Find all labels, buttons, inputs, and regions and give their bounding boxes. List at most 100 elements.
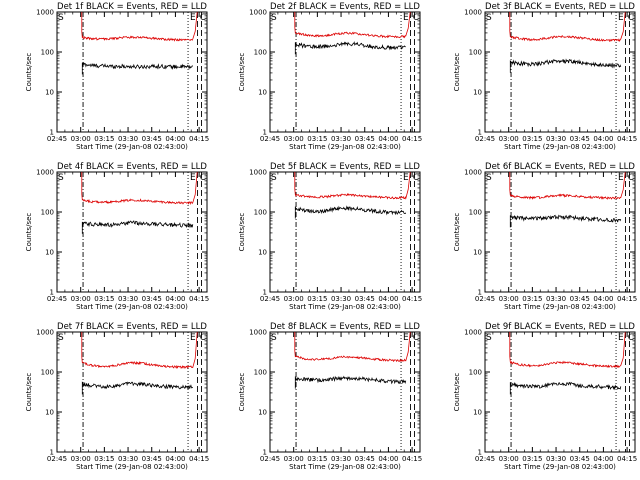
end-marker-label: E bbox=[403, 13, 409, 23]
x-tick-label: 03:15 bbox=[307, 135, 327, 143]
events-series-line bbox=[509, 381, 622, 395]
start-marker-label: S bbox=[271, 13, 277, 23]
end-marker-label: E bbox=[403, 173, 409, 183]
y-tick-label: 1000 bbox=[464, 169, 482, 177]
y-tick-label: 1 bbox=[478, 289, 482, 297]
c-marker-label: C bbox=[200, 333, 206, 343]
end-marker-label: E bbox=[618, 333, 624, 343]
events-series-line bbox=[81, 220, 194, 234]
x-tick-label: 03:00 bbox=[71, 135, 91, 143]
events-series-line bbox=[509, 214, 622, 228]
x-tick-label: 04:15 bbox=[402, 295, 422, 303]
detector-panel: Det 1f BLACK = Events, RED = LLD 1 10 100 10… bbox=[25, 2, 209, 151]
x-axis-label: Start Time (29-Jan-08 02:43:00) bbox=[76, 303, 188, 311]
c-marker-label: C bbox=[200, 13, 206, 23]
lld-series-line bbox=[509, 171, 626, 200]
x-tick-label: 03:15 bbox=[94, 455, 114, 463]
x-tick-label: 03:45 bbox=[355, 135, 375, 143]
start-marker-label: S bbox=[486, 173, 492, 183]
y-tick-label: 100 bbox=[469, 49, 482, 57]
detector-panel: Det 8f BLACK = Events, RED = LLD 1 10 100 10… bbox=[238, 322, 422, 471]
lld-series-line bbox=[509, 331, 626, 369]
x-tick-label: 03:00 bbox=[499, 295, 519, 303]
end-marker-label: E bbox=[190, 333, 196, 343]
x-tick-label: 04:00 bbox=[593, 455, 613, 463]
c-marker-label: C bbox=[628, 333, 634, 343]
plot-frame bbox=[269, 331, 421, 453]
x-tick-label: 03:00 bbox=[284, 455, 304, 463]
y-tick-label: 1000 bbox=[249, 9, 267, 17]
end-marker-label: E bbox=[618, 173, 624, 183]
plot-frame bbox=[484, 331, 636, 453]
x-tick-label: 04:15 bbox=[617, 455, 637, 463]
x-tick-label: 04:00 bbox=[378, 295, 398, 303]
y-tick-label: 10 bbox=[45, 89, 54, 97]
x-tick-label: 02:45 bbox=[260, 455, 280, 463]
x-tick-label: 04:00 bbox=[378, 455, 398, 463]
start-marker-label: S bbox=[58, 333, 64, 343]
plot-frame bbox=[484, 11, 636, 133]
y-tick-label: 10 bbox=[473, 409, 482, 417]
plot-frame bbox=[269, 11, 421, 133]
y-tick-label: 100 bbox=[41, 369, 54, 377]
x-tick-label: 03:45 bbox=[142, 455, 162, 463]
x-tick-label: 03:00 bbox=[71, 295, 91, 303]
x-tick-label: 02:45 bbox=[475, 455, 495, 463]
x-tick-label: 03:45 bbox=[355, 295, 375, 303]
y-axis-label: Counts/sec bbox=[25, 213, 33, 252]
y-tick-label: 1 bbox=[50, 289, 54, 297]
y-tick-label: 1 bbox=[263, 289, 267, 297]
x-tick-label: 04:00 bbox=[165, 135, 185, 143]
y-tick-label: 100 bbox=[469, 209, 482, 217]
x-tick-label: 03:45 bbox=[142, 135, 162, 143]
c-marker-label: C bbox=[628, 173, 634, 183]
detector-panel: Det 3f BLACK = Events, RED = LLD 1 10 100 10… bbox=[453, 2, 637, 151]
x-tick-label: 04:15 bbox=[189, 295, 209, 303]
y-tick-label: 1000 bbox=[464, 329, 482, 337]
panel-title: Det 2f BLACK = Events, RED = LLD bbox=[270, 2, 420, 12]
y-tick-label: 10 bbox=[473, 89, 482, 97]
plot-frame bbox=[269, 171, 421, 293]
panel-title: Det 8f BLACK = Events, RED = LLD bbox=[270, 322, 420, 332]
start-marker-label: S bbox=[486, 333, 492, 343]
y-tick-label: 1000 bbox=[36, 329, 54, 337]
x-axis-label: Start Time (29-Jan-08 02:43:00) bbox=[76, 463, 188, 471]
detector-panel: Det 4f BLACK = Events, RED = LLD 1 10 100 10… bbox=[25, 162, 209, 311]
plot-frame bbox=[56, 331, 208, 453]
x-tick-label: 03:15 bbox=[307, 295, 327, 303]
x-tick-label: 03:00 bbox=[284, 295, 304, 303]
detector-panel: Det 2f BLACK = Events, RED = LLD 1 10 100 10… bbox=[238, 2, 422, 151]
c-marker-label: C bbox=[413, 13, 419, 23]
x-tick-label: 03:00 bbox=[499, 455, 519, 463]
x-tick-label: 03:00 bbox=[284, 135, 304, 143]
y-tick-label: 1000 bbox=[249, 329, 267, 337]
y-tick-label: 1 bbox=[478, 449, 482, 457]
events-series-line bbox=[294, 41, 406, 55]
y-tick-label: 10 bbox=[258, 89, 267, 97]
panel-title: Det 4f BLACK = Events, RED = LLD bbox=[57, 162, 207, 172]
events-series-line bbox=[294, 375, 407, 389]
x-tick-label: 03:00 bbox=[71, 455, 91, 463]
start-marker-label: S bbox=[271, 173, 277, 183]
x-tick-label: 04:00 bbox=[165, 295, 185, 303]
detector-panel: Det 6f BLACK = Events, RED = LLD 1 10 100 10… bbox=[453, 162, 637, 311]
x-tick-label: 02:45 bbox=[475, 135, 495, 143]
x-tick-label: 03:30 bbox=[331, 135, 351, 143]
lld-series-line bbox=[81, 331, 198, 369]
end-marker-label: E bbox=[618, 13, 624, 23]
y-tick-label: 100 bbox=[254, 369, 267, 377]
x-axis-label: Start Time (29-Jan-08 02:43:00) bbox=[76, 143, 188, 151]
x-axis-label: Start Time (29-Jan-08 02:43:00) bbox=[289, 143, 401, 151]
events-series-line bbox=[81, 61, 194, 75]
x-tick-label: 03:30 bbox=[546, 135, 566, 143]
y-tick-label: 10 bbox=[45, 409, 54, 417]
end-marker-label: E bbox=[190, 173, 196, 183]
y-tick-label: 100 bbox=[254, 209, 267, 217]
x-tick-label: 03:30 bbox=[331, 295, 351, 303]
y-tick-label: 1 bbox=[263, 129, 267, 137]
x-axis-label: Start Time (29-Jan-08 02:43:00) bbox=[504, 463, 616, 471]
x-tick-label: 04:15 bbox=[189, 455, 209, 463]
x-axis-label: Start Time (29-Jan-08 02:43:00) bbox=[504, 143, 616, 151]
end-marker-label: E bbox=[403, 333, 409, 343]
